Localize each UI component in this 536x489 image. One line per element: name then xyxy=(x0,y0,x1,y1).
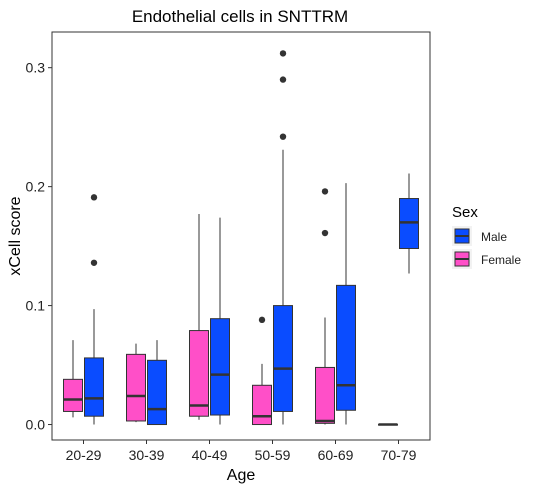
box-series-group xyxy=(63,50,419,426)
outlier-point xyxy=(321,229,329,237)
box-iqr xyxy=(84,357,104,417)
outlier-point xyxy=(279,50,287,57)
box-iqr xyxy=(336,284,356,411)
box-iqr xyxy=(252,384,272,426)
box-female-30-39 xyxy=(126,343,146,423)
box-iqr xyxy=(189,330,209,417)
x-tick-label: 40-49 xyxy=(192,447,228,463)
y-tick-label: 0.1 xyxy=(26,298,46,314)
legend-label-male: Male xyxy=(481,230,507,244)
box-iqr xyxy=(147,359,167,426)
box-female-60-69 xyxy=(315,188,335,425)
box-male-70-79 xyxy=(399,173,419,274)
box-male-40-49 xyxy=(210,217,230,425)
x-axis-label: Age xyxy=(227,467,256,484)
outlier-point xyxy=(279,76,287,83)
box-female-20-29 xyxy=(63,340,83,418)
y-axis-label: xCell score xyxy=(7,196,24,275)
box-male-60-69 xyxy=(336,183,356,425)
outlier-point xyxy=(90,194,98,201)
box-iqr xyxy=(63,378,83,412)
box-iqr xyxy=(126,353,146,422)
x-axis: 20-29 30-39 40-49 50-59 60-69 70-79 xyxy=(66,440,417,463)
x-tick-label: 30-39 xyxy=(129,447,165,463)
box-female-50-59 xyxy=(252,316,272,426)
box-female-40-49 xyxy=(189,213,209,420)
box-male-30-39 xyxy=(147,340,167,426)
y-axis: 0.0 0.1 0.2 0.3 xyxy=(26,60,52,433)
box-iqr xyxy=(315,366,335,424)
legend-title: Sex xyxy=(452,204,478,221)
box-female-70-79 xyxy=(378,423,398,426)
outlier-point xyxy=(279,133,287,140)
legend: Sex Male Female xyxy=(452,204,521,269)
x-tick-label: 50-59 xyxy=(255,447,291,463)
outlier-point xyxy=(90,259,98,266)
box-iqr xyxy=(273,305,293,412)
box-male-50-59 xyxy=(273,50,293,425)
chart-title: Endothelial cells in SNTTRM xyxy=(132,7,348,26)
x-tick-label: 60-69 xyxy=(318,447,354,463)
outlier-point xyxy=(258,316,266,324)
x-tick-label: 20-29 xyxy=(66,447,102,463)
box-iqr xyxy=(210,318,230,416)
plot-panel xyxy=(51,31,431,441)
legend-label-female: Female xyxy=(481,253,521,267)
y-tick-label: 0.2 xyxy=(26,179,46,195)
y-tick-label: 0.0 xyxy=(26,417,46,433)
box-male-20-29 xyxy=(84,194,104,425)
y-tick-label: 0.3 xyxy=(26,60,46,76)
outlier-point xyxy=(321,188,329,195)
x-tick-label: 70-79 xyxy=(381,447,417,463)
